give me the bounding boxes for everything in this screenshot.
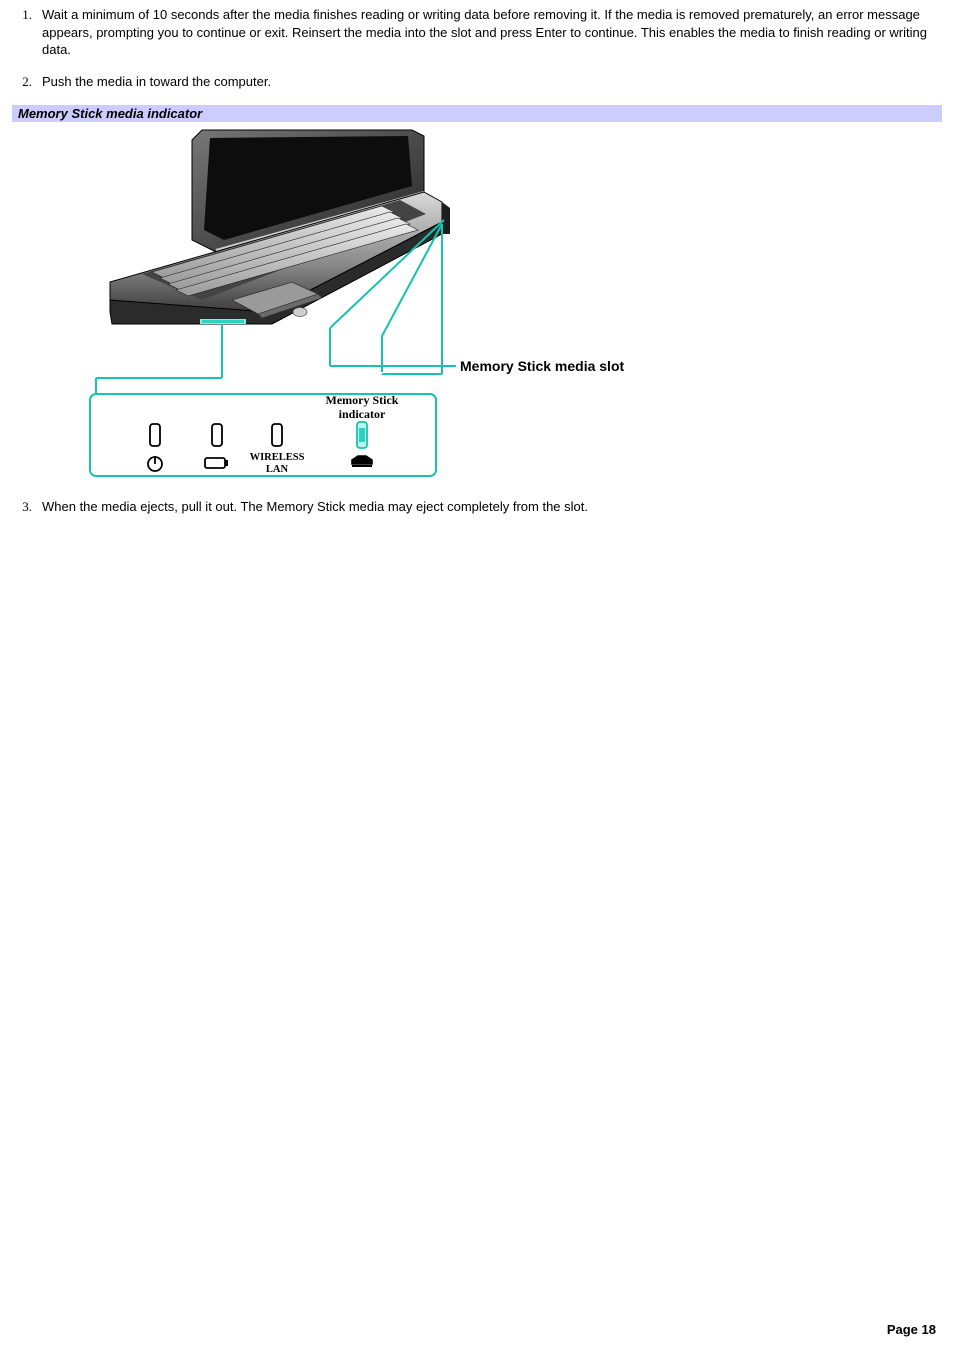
figure-caption: Memory Stick media indicator (12, 105, 942, 122)
laptop-icon (110, 130, 450, 324)
step-1: 1. Wait a minimum of 10 seconds after th… (12, 6, 942, 59)
memorystick-glyph-icon (352, 456, 372, 466)
figure-body: Memory Stick media slot Memory Stick ind… (12, 122, 942, 482)
steps-list: 1. Wait a minimum of 10 seconds after th… (12, 0, 942, 91)
indicator-detail-panel: Memory Stick indicator (90, 393, 436, 476)
step-2: 2. Push the media in toward the computer… (12, 73, 942, 91)
label-memory-stick-indicator-l2: indicator (339, 407, 386, 421)
steps-list-cont: 3. When the media ejects, pull it out. T… (12, 492, 942, 516)
label-memory-stick-slot: Memory Stick media slot (460, 358, 625, 374)
callout-indicator (96, 324, 222, 394)
step-text: Push the media in toward the computer. (42, 73, 942, 91)
document-page: 1. Wait a minimum of 10 seconds after th… (0, 0, 954, 1351)
step-3: 3. When the media ejects, pull it out. T… (12, 498, 942, 516)
label-memory-stick-indicator-l1: Memory Stick (326, 393, 399, 407)
step-number: 1. (12, 6, 42, 24)
led-memory-stick (357, 422, 367, 448)
figure: Memory Stick media indicator (12, 105, 942, 482)
laptop-diagram-svg: Memory Stick media slot Memory Stick ind… (12, 122, 712, 482)
step-text: When the media ejects, pull it out. The … (42, 498, 942, 516)
memory-stick-indicator-on-laptop (200, 319, 246, 324)
step-text: Wait a minimum of 10 seconds after the m… (42, 6, 942, 59)
label-wireless-l2: LAN (266, 464, 289, 475)
step-number: 2. (12, 73, 42, 91)
label-wireless-l1: WIRELESS (250, 452, 305, 463)
step-number: 3. (12, 498, 42, 516)
page-number: Page 18 (887, 1322, 936, 1337)
